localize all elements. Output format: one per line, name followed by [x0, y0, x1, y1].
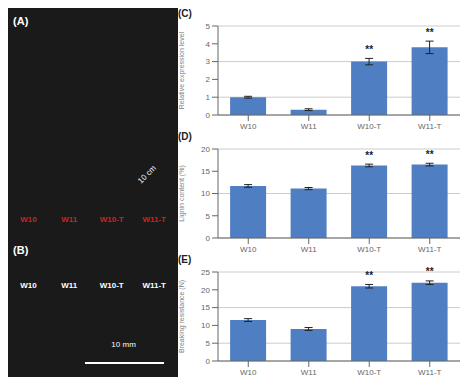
svg-text:W10-T: W10-T [357, 122, 381, 131]
svg-text:5: 5 [206, 22, 211, 31]
svg-text:W11-T: W11-T [418, 368, 442, 377]
svg-text:5: 5 [206, 212, 211, 221]
svg-text:W11: W11 [301, 368, 317, 377]
html-text:(E): (E) [178, 254, 192, 265]
svg-text:0: 0 [206, 357, 211, 366]
svg-text:0: 0 [206, 234, 211, 243]
svg-text:10: 10 [201, 321, 210, 330]
svg-text:20: 20 [201, 145, 210, 154]
html-text:W11: W11 [61, 281, 78, 290]
svg-text:15: 15 [201, 167, 210, 176]
html-text:W11-T: W11-T [142, 214, 166, 224]
svg-text:Lignin content (%): Lignin content (%) [178, 165, 186, 221]
svg-text:4: 4 [206, 40, 211, 49]
html-text:W10: W10 [20, 281, 37, 290]
html-text:W11: W11 [61, 214, 78, 224]
svg-text:25: 25 [201, 268, 210, 277]
html-text:10 mm: 10 mm [111, 340, 136, 350]
svg-text:W11-T: W11-T [418, 122, 442, 131]
svg-text:5: 5 [206, 339, 211, 348]
svg-text:W10: W10 [240, 245, 257, 254]
html-text:W11-T: W11-T [142, 281, 166, 290]
html-text:W10-T: W10-T [99, 214, 124, 224]
svg-text:**: ** [365, 150, 373, 161]
svg-text:3: 3 [206, 57, 211, 66]
svg-text:W11: W11 [301, 245, 317, 254]
html-text:(D): (D) [178, 131, 192, 142]
html-text:W10: W10 [20, 214, 37, 224]
svg-text:0: 0 [206, 111, 211, 120]
svg-text:**: ** [426, 149, 434, 160]
svg-text:1: 1 [206, 93, 211, 102]
svg-text:20: 20 [201, 286, 210, 295]
svg-text:15: 15 [201, 303, 210, 312]
html-text:10 cm: 10 cm [136, 164, 159, 186]
html-text:(B): (B) [13, 244, 29, 257]
svg-text:2: 2 [206, 75, 211, 84]
svg-text:W10-T: W10-T [357, 368, 381, 377]
svg-text:10: 10 [201, 189, 210, 198]
svg-text:W10: W10 [240, 368, 257, 377]
html-text:W10-T: W10-T [99, 281, 124, 290]
svg-text:Breaking resistance (N): Breaking resistance (N) [178, 280, 186, 353]
svg-text:W11: W11 [301, 122, 317, 131]
svg-text:**: ** [365, 270, 373, 281]
svg-text:**: ** [426, 266, 434, 277]
svg-text:**: ** [365, 44, 373, 55]
svg-text:W11-T: W11-T [418, 245, 442, 254]
svg-text:W10-T: W10-T [357, 245, 381, 254]
svg-text:Relative expression level: Relative expression level [178, 31, 186, 109]
html-text:(C): (C) [178, 8, 192, 19]
html-text:(A): (A) [13, 15, 29, 28]
svg-text:W10: W10 [240, 122, 257, 131]
svg-text:**: ** [426, 27, 434, 38]
